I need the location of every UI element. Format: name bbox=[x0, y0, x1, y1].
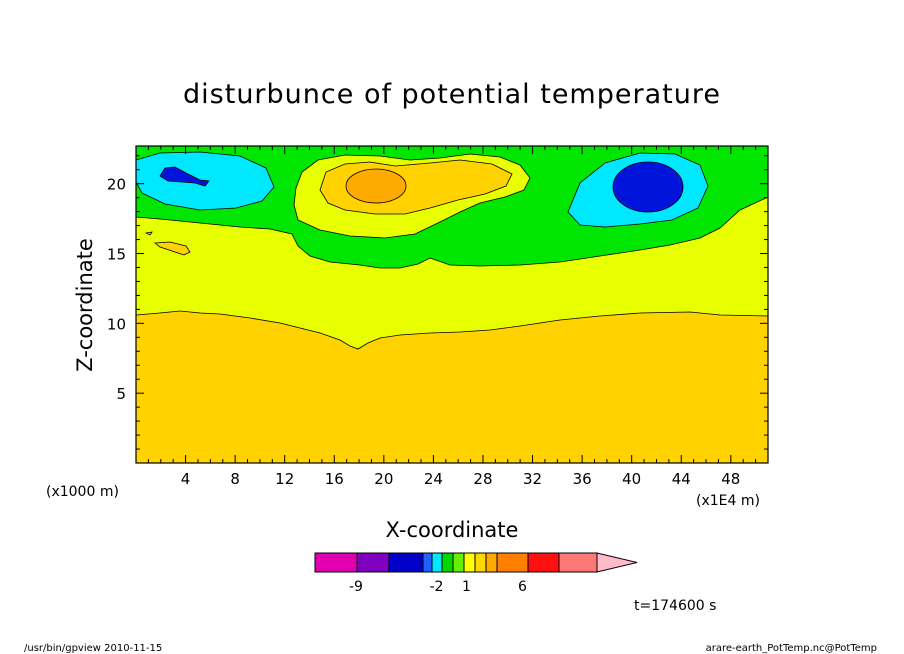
colorbar-segment bbox=[431, 552, 443, 573]
minor-ticks bbox=[136, 146, 768, 463]
colorbar-segment bbox=[463, 552, 476, 573]
colorbar-segment bbox=[558, 552, 598, 573]
chart-title: disturbunce of potential temperature bbox=[183, 79, 721, 110]
x-axis-label: X-coordinate bbox=[386, 518, 519, 542]
colorbar-segment bbox=[388, 552, 424, 573]
region-cold-anomaly-right bbox=[612, 161, 684, 213]
colorbar-segment bbox=[441, 552, 454, 573]
time-label: t=174600 s bbox=[634, 598, 716, 614]
x-unit-left: (x1000 m) bbox=[46, 484, 119, 500]
x-tick-label: 12 bbox=[275, 470, 294, 488]
x-tick-label: 32 bbox=[523, 470, 542, 488]
x-axis: 4 8 12 16 20 24 28 32 36 40 44 48 bbox=[181, 470, 741, 488]
colorbar-segment bbox=[527, 552, 560, 573]
x-tick-label: 36 bbox=[573, 470, 592, 488]
colorbar-segment bbox=[422, 552, 433, 573]
colorbar-tick-label: 1 bbox=[462, 579, 471, 595]
plot-frame bbox=[135, 145, 769, 464]
region-small-lobe bbox=[153, 241, 191, 256]
colorbar-segment bbox=[485, 552, 498, 573]
y-tick-label: 5 bbox=[116, 385, 126, 403]
x-tick-label: 20 bbox=[374, 470, 393, 488]
colorbar-segment bbox=[496, 552, 529, 573]
colorbar bbox=[314, 552, 638, 573]
footer-right: arare-earth_PotTemp.nc@PotTemp bbox=[706, 643, 877, 654]
colorbar-tick-label: 6 bbox=[518, 579, 527, 595]
x-tick-label: 16 bbox=[325, 470, 344, 488]
colorbar-tick-label: -9 bbox=[349, 579, 363, 595]
region-small-sliver bbox=[144, 231, 153, 236]
region-warm-anomaly bbox=[345, 168, 407, 204]
x-tick-label: 44 bbox=[672, 470, 691, 488]
x-tick-label: 24 bbox=[424, 470, 443, 488]
x-tick-label: 8 bbox=[230, 470, 240, 488]
footer-left: /usr/bin/gpview 2010-11-15 bbox=[24, 643, 162, 654]
x-tick-label: 28 bbox=[473, 470, 492, 488]
colorbar-arrow bbox=[596, 552, 638, 573]
y-tick-label: 10 bbox=[107, 315, 126, 333]
x-tick-label: 48 bbox=[721, 470, 740, 488]
plot-area bbox=[135, 145, 769, 464]
y-axis-label: Z-coordinate bbox=[73, 238, 97, 372]
colorbar-segment bbox=[356, 552, 390, 573]
x-unit-right: (x1E4 m) bbox=[696, 493, 760, 509]
colorbar-segment bbox=[452, 552, 465, 573]
y-tick-label: 15 bbox=[107, 246, 126, 264]
x-tick-label: 40 bbox=[622, 470, 641, 488]
y-axis: 5 10 15 20 bbox=[107, 176, 126, 403]
colorbar-tick-label: -2 bbox=[430, 579, 444, 595]
y-tick-label: 20 bbox=[107, 176, 126, 194]
colorbar-segment bbox=[314, 552, 358, 573]
x-tick-label: 4 bbox=[181, 470, 191, 488]
colorbar-segment bbox=[474, 552, 487, 573]
colorbar-labels: -9 -2 1 6 bbox=[349, 579, 527, 595]
region-cold-anomaly-left bbox=[159, 166, 210, 187]
